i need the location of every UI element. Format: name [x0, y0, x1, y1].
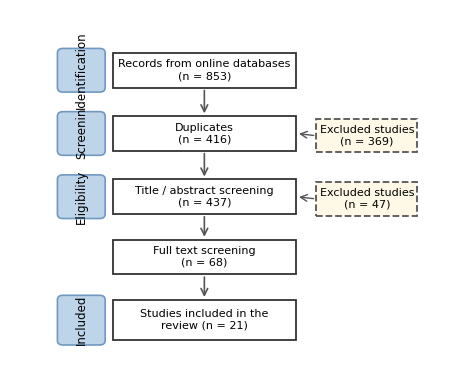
Text: Studies included in the
review (n = 21): Studies included in the review (n = 21) — [140, 309, 269, 331]
FancyBboxPatch shape — [57, 112, 105, 155]
Text: Screenin: Screenin — [75, 108, 88, 159]
Text: Excluded studies
(n = 369): Excluded studies (n = 369) — [319, 125, 414, 147]
FancyBboxPatch shape — [57, 295, 105, 345]
Text: Included: Included — [75, 295, 88, 345]
FancyBboxPatch shape — [112, 116, 296, 151]
FancyBboxPatch shape — [112, 53, 296, 88]
FancyBboxPatch shape — [112, 240, 296, 274]
FancyBboxPatch shape — [316, 119, 418, 152]
Text: Eligibility: Eligibility — [75, 170, 88, 224]
Text: Duplicates
(n = 416): Duplicates (n = 416) — [175, 123, 234, 144]
FancyBboxPatch shape — [57, 175, 105, 219]
FancyBboxPatch shape — [316, 182, 418, 215]
Text: Title / abstract screening
(n = 437): Title / abstract screening (n = 437) — [135, 186, 273, 208]
Text: Full text screening
(n = 68): Full text screening (n = 68) — [153, 246, 255, 268]
FancyBboxPatch shape — [112, 179, 296, 214]
FancyBboxPatch shape — [57, 48, 105, 92]
Text: Records from online databases
(n = 853): Records from online databases (n = 853) — [118, 59, 291, 81]
FancyBboxPatch shape — [112, 300, 296, 341]
Text: Identification: Identification — [75, 31, 88, 109]
Text: Excluded studies
(n = 47): Excluded studies (n = 47) — [319, 188, 414, 210]
